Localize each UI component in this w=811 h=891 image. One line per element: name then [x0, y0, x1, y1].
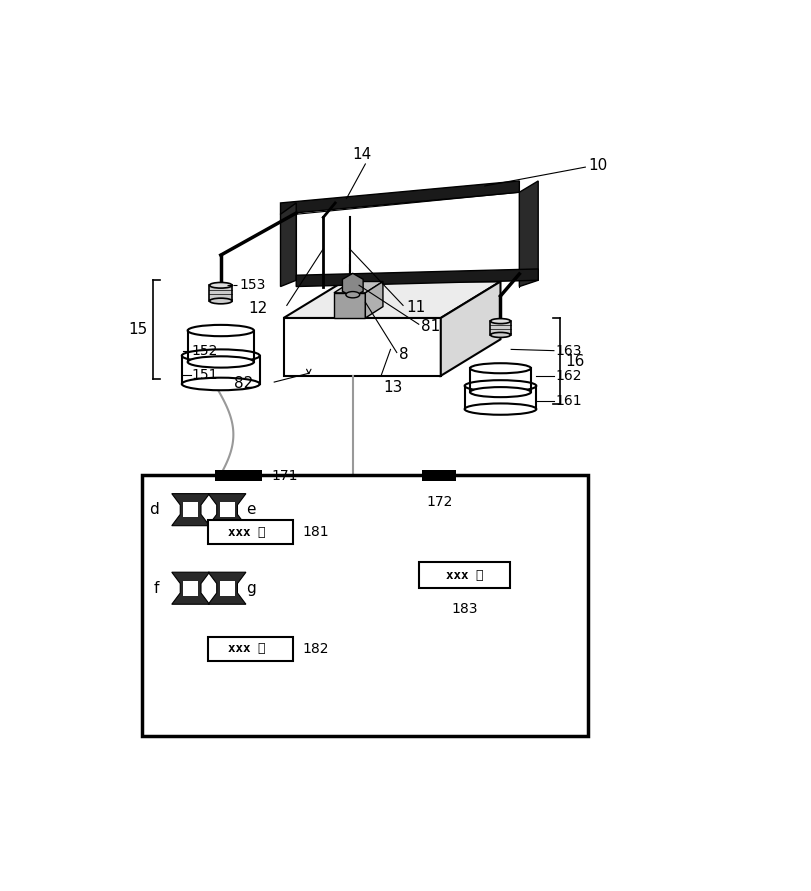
Text: 163: 163 [556, 344, 582, 357]
Bar [209, 285, 232, 301]
Polygon shape [220, 503, 234, 517]
Text: xxx ℃: xxx ℃ [445, 568, 483, 582]
Polygon shape [296, 269, 539, 287]
Polygon shape [519, 181, 539, 287]
Polygon shape [284, 282, 500, 318]
Text: 16: 16 [565, 355, 585, 370]
Ellipse shape [465, 380, 536, 391]
Polygon shape [172, 572, 209, 604]
Polygon shape [183, 503, 198, 517]
Bar [208, 520, 293, 544]
Polygon shape [208, 494, 246, 526]
Text: e: e [246, 503, 255, 517]
Text: 153: 153 [240, 278, 266, 291]
Text: 172: 172 [426, 495, 453, 510]
Text: 8: 8 [399, 347, 408, 362]
Polygon shape [172, 494, 209, 526]
Text: 13: 13 [383, 380, 402, 395]
FancyArrowPatch shape [307, 369, 311, 373]
Text: 152: 152 [192, 344, 218, 357]
Ellipse shape [491, 319, 511, 323]
Text: 14: 14 [353, 147, 371, 162]
Text: 15: 15 [129, 322, 148, 337]
Ellipse shape [470, 364, 531, 373]
Bar [491, 321, 511, 335]
Text: 161: 161 [556, 394, 582, 408]
Bar [465, 386, 536, 409]
Ellipse shape [345, 291, 360, 298]
Text: f: f [154, 581, 159, 596]
Text: xxx ℃: xxx ℃ [228, 642, 265, 655]
Ellipse shape [182, 349, 260, 362]
Ellipse shape [187, 325, 254, 336]
Ellipse shape [187, 356, 254, 368]
Text: 162: 162 [556, 369, 582, 383]
Polygon shape [183, 581, 198, 596]
Polygon shape [281, 203, 296, 287]
Bar [142, 475, 589, 736]
Bar [187, 331, 254, 362]
Bar [470, 368, 531, 392]
Text: 12: 12 [249, 301, 268, 316]
Text: d: d [149, 503, 159, 517]
Text: 82: 82 [234, 377, 254, 391]
Ellipse shape [182, 378, 260, 390]
Polygon shape [441, 282, 500, 376]
Text: xxx ℃: xxx ℃ [228, 526, 265, 539]
Polygon shape [342, 274, 363, 298]
Text: 10: 10 [589, 159, 607, 174]
Bar [208, 637, 293, 660]
Ellipse shape [470, 387, 531, 397]
Text: g: g [246, 581, 255, 596]
Polygon shape [284, 318, 441, 376]
Ellipse shape [209, 298, 232, 304]
Bar [422, 470, 457, 481]
Bar [214, 470, 262, 481]
Polygon shape [208, 572, 246, 604]
Ellipse shape [209, 282, 232, 288]
Bar [418, 562, 510, 588]
Text: 183: 183 [451, 602, 478, 616]
Text: 11: 11 [406, 299, 426, 315]
Text: 171: 171 [271, 469, 298, 483]
Polygon shape [334, 282, 383, 293]
Ellipse shape [465, 404, 536, 414]
Ellipse shape [491, 332, 511, 338]
Polygon shape [220, 581, 234, 596]
Polygon shape [281, 181, 519, 214]
Polygon shape [334, 293, 365, 318]
Text: 151: 151 [192, 367, 218, 381]
Text: 181: 181 [303, 526, 329, 539]
Polygon shape [365, 282, 383, 318]
Bar [182, 356, 260, 384]
Text: 182: 182 [303, 642, 329, 656]
Text: 81: 81 [421, 319, 440, 333]
